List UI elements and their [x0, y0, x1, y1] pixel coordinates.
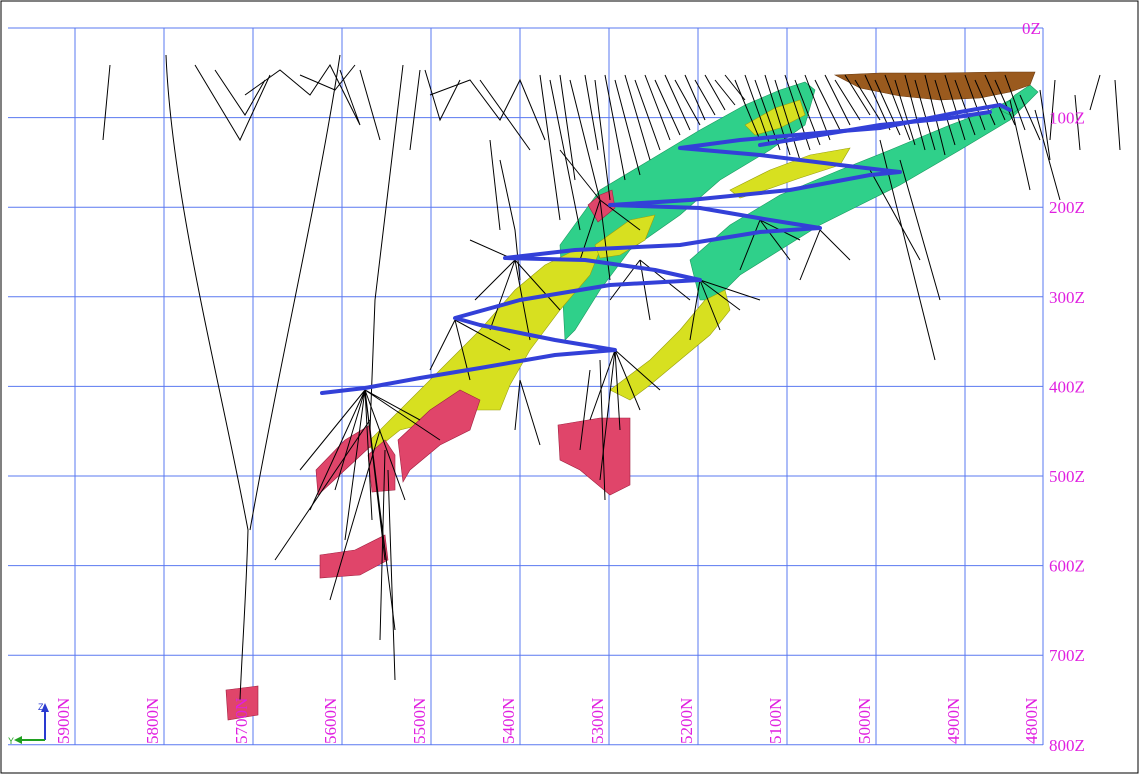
axis-y-letter: Y	[8, 736, 14, 746]
drillhole	[539, 74, 746, 231]
drillhole	[579, 359, 606, 501]
red-zone-7	[225, 685, 259, 721]
drillhole	[514, 379, 541, 446]
drillhole	[194, 64, 271, 142]
drillhole	[409, 69, 421, 151]
brown-zone	[833, 71, 1036, 101]
drillhole	[469, 239, 561, 341]
northing-label: 5700N	[232, 698, 251, 744]
drillhole	[165, 54, 249, 701]
drillhole	[274, 419, 396, 681]
northing-label: 5300N	[588, 698, 607, 744]
drillhole	[559, 149, 641, 281]
axis-z-arrow	[41, 703, 49, 712]
elevation-label: 400Z	[1049, 377, 1085, 396]
drillhole	[479, 79, 531, 151]
ramp-branch	[758, 110, 992, 147]
elevation-label: 100Z	[1049, 109, 1085, 128]
green-zone-lower	[689, 94, 1031, 301]
ramp	[320, 103, 1012, 395]
drillhole	[1009, 74, 1121, 201]
drillhole	[869, 139, 941, 361]
axis-z-letter: Z	[38, 702, 44, 712]
northing-label: 4900N	[944, 698, 963, 744]
red-zone-3	[397, 389, 481, 483]
northing-label: 5800N	[143, 698, 162, 744]
drillhole	[489, 139, 501, 231]
northing-label: 5900N	[54, 698, 73, 744]
red-zone-5	[319, 534, 389, 579]
drillhole	[799, 229, 851, 281]
elevation-label: 700Z	[1049, 646, 1085, 665]
drillhole	[102, 64, 111, 141]
drillhole	[299, 64, 356, 91]
green-zone-top-right	[999, 84, 1039, 116]
drillhole	[424, 69, 461, 122]
elevation-label: 800Z	[1049, 736, 1085, 755]
drillhole	[214, 69, 266, 116]
axis-triad: Z Y	[8, 702, 49, 746]
axis-y-arrow	[14, 736, 22, 744]
northing-label: 5600N	[321, 698, 340, 744]
drillhole	[589, 349, 661, 481]
red-zone-4	[557, 417, 631, 496]
elevation-label: 500Z	[1049, 467, 1085, 486]
elevation-label: 600Z	[1049, 557, 1085, 576]
drillhole	[429, 78, 546, 141]
northing-label: 5000N	[855, 698, 874, 744]
underground-workings	[320, 103, 1012, 395]
elevation-label: 200Z	[1049, 198, 1085, 217]
drillhole	[734, 74, 1026, 161]
northing-label: 5500N	[410, 698, 429, 744]
red-zone-6	[587, 189, 616, 223]
drillhole	[299, 389, 441, 631]
northing-labels: 5900N 5800N 5700N 5600N 5500N 5400N 5300N 5200N…	[54, 698, 1041, 744]
northing-label: 5400N	[499, 698, 518, 744]
drillhole	[244, 64, 361, 126]
elevation-labels: 0Z 100Z 200Z 300Z 400Z 500Z 600Z 700Z 800Z	[1022, 19, 1085, 755]
grid	[8, 27, 1044, 746]
drillhole	[689, 279, 761, 341]
green-zone-upper	[559, 81, 816, 341]
drillhole	[359, 69, 381, 141]
northing-label: 5100N	[766, 698, 785, 744]
northing-label: 5200N	[677, 698, 696, 744]
drillhole	[249, 54, 341, 531]
northing-label: 4800N	[1022, 698, 1041, 744]
elevation-label: 0Z	[1022, 19, 1041, 38]
elevation-label: 300Z	[1049, 288, 1085, 307]
